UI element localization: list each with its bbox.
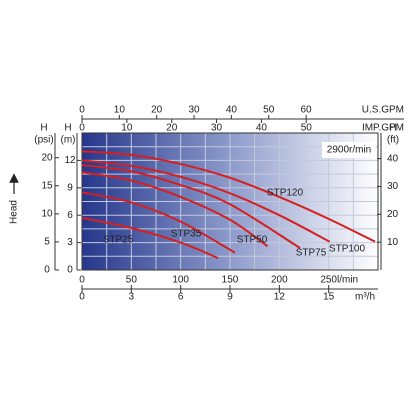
x-tick-label: 100 <box>172 275 189 286</box>
x-tick-label: 250 <box>320 275 337 286</box>
series-label: STP75 <box>296 248 327 259</box>
x-tick-label: 20 <box>151 105 163 116</box>
x-tick-label: 10 <box>114 105 126 116</box>
y-tick-label: 0 <box>67 265 73 276</box>
axis-title: IMP.GPM <box>362 123 404 134</box>
series-label: STP50 <box>237 235 268 246</box>
x-tick-label: 0 <box>79 292 85 303</box>
pump-curve <box>81 150 376 243</box>
axis-title: H <box>389 123 396 134</box>
x-tick-label: 9 <box>227 292 233 303</box>
x-tick-label: 0 <box>79 275 85 286</box>
y-tick-label: 9 <box>67 182 73 193</box>
series-label: STP120 <box>267 188 304 199</box>
x-tick-label: 3 <box>129 292 135 303</box>
annotation: 2900r/min <box>327 145 371 156</box>
series-label: STP25 <box>103 235 134 246</box>
plot-frame <box>81 132 379 271</box>
x-tick-label: 15 <box>323 292 335 303</box>
annotation-box <box>322 142 376 158</box>
x-tick-label: 12 <box>274 292 286 303</box>
y-tick-label: 15 <box>41 180 53 191</box>
x-tick-label: 0 <box>79 105 85 116</box>
x-tick-label: 20 <box>166 123 178 134</box>
y-tick-label: 3 <box>67 237 73 248</box>
series-label: STP35 <box>171 229 202 240</box>
x-tick-label: 6 <box>178 292 184 303</box>
y-tick-label: 0 <box>44 265 50 276</box>
pump-curve <box>81 159 331 243</box>
y-tick-label: 40 <box>387 153 399 164</box>
pump-curve <box>81 163 301 249</box>
axis-unit: (ft) <box>387 135 399 146</box>
axis-unit: (m) <box>61 135 76 146</box>
x-tick-label: 40 <box>256 123 268 134</box>
x-tick-label: 0 <box>79 123 85 134</box>
x-tick-label: 200 <box>271 275 288 286</box>
x-tick-label: 30 <box>188 105 200 116</box>
x-tick-label: 50 <box>126 275 138 286</box>
head-label: Head <box>9 200 20 224</box>
pump-curve <box>81 191 236 254</box>
axis-title: m³/h <box>355 292 375 303</box>
y-tick-label: 30 <box>387 181 399 192</box>
y-tick-label: 12 <box>64 155 76 166</box>
axis-title: U.S.GPM <box>362 105 404 116</box>
x-tick-label: 50 <box>301 123 313 134</box>
axis-title: H <box>64 123 71 134</box>
x-tick-label: 10 <box>121 123 133 134</box>
x-tick-label: 30 <box>211 123 223 134</box>
x-tick-label: 50 <box>263 105 275 116</box>
y-tick-label: 5 <box>44 237 50 248</box>
y-tick-label: 20 <box>387 209 399 220</box>
y-tick-label: 6 <box>67 210 73 221</box>
x-tick-label: 60 <box>301 105 313 116</box>
series-label: STP100 <box>329 244 366 255</box>
axis-unit: (psi) <box>34 135 53 146</box>
pump-curve <box>81 216 219 260</box>
x-tick-label: 40 <box>226 105 238 116</box>
axis-title: l/min <box>337 275 358 286</box>
y-tick-label: 10 <box>387 237 399 248</box>
y-tick-label: 20 <box>41 152 53 163</box>
axis-title: H <box>40 123 47 134</box>
pump-curve <box>81 171 269 248</box>
y-tick-label: 10 <box>41 208 53 219</box>
x-tick-label: 150 <box>222 275 239 286</box>
